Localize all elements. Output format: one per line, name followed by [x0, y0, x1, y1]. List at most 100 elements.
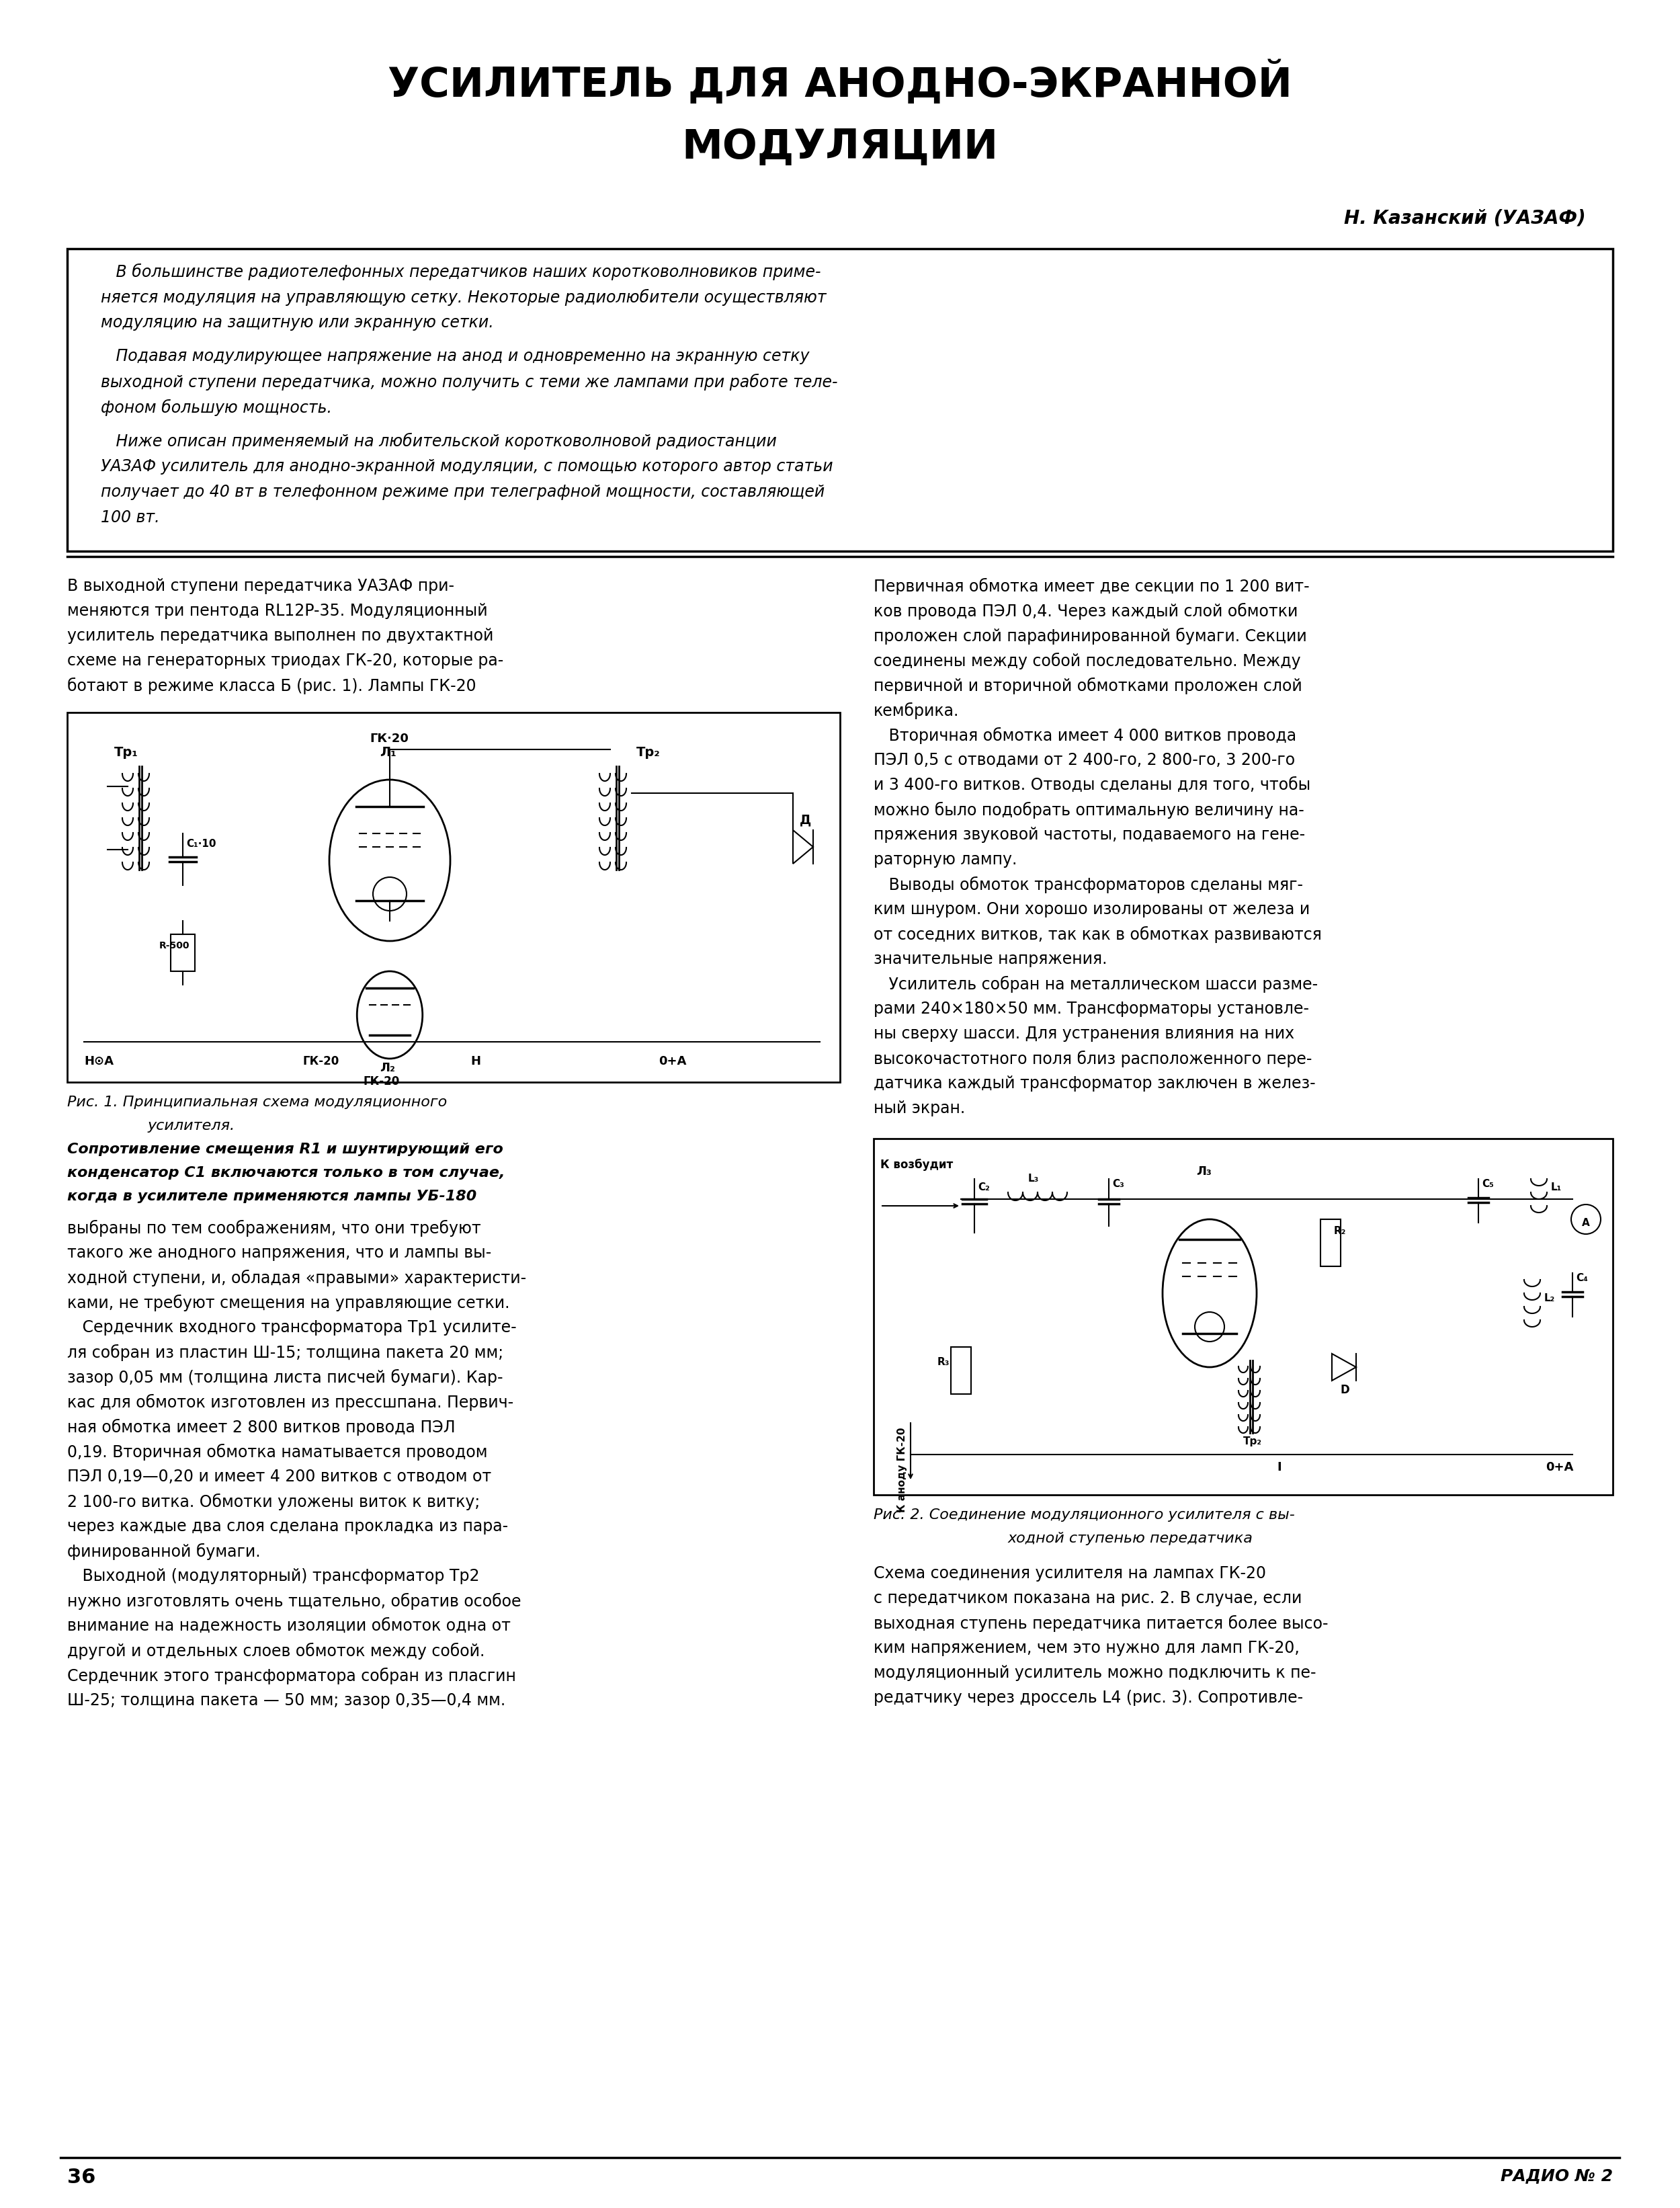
Text: можно было подобрать оптимальную величину на-: можно было подобрать оптимальную величин…	[874, 802, 1304, 819]
Text: Д: Д	[800, 813, 811, 826]
Text: зазор 0,05 мм (толщина листа писчей бумаги). Кар-: зазор 0,05 мм (толщина листа писчей бума…	[67, 1369, 502, 1387]
Text: другой и отдельных слоев обмоток между собой.: другой и отдельных слоев обмоток между с…	[67, 1643, 486, 1660]
Text: значительные напряжения.: значительные напряжения.	[874, 952, 1107, 967]
Text: проложен слой парафинированной бумаги. Секции: проложен слой парафинированной бумаги. С…	[874, 627, 1307, 645]
Text: когда в усилителе применяются лампы УБ-180: когда в усилителе применяются лампы УБ-1…	[67, 1190, 477, 1203]
Text: модуляционный усилитель можно подключить к пе-: модуляционный усилитель можно подключить…	[874, 1665, 1315, 1680]
Text: Выводы обмоток трансформаторов сделаны мяг-: Выводы обмоток трансформаторов сделаны м…	[874, 877, 1304, 894]
Text: ботают в режиме класса Б (рис. 1). Лампы ГК-20: ботают в режиме класса Б (рис. 1). Лампы…	[67, 678, 475, 696]
Bar	[1320, 1219, 1341, 1267]
Text: К возбудит: К возбудит	[880, 1159, 953, 1170]
Text: ная обмотка имеет 2 800 витков провода ПЭЛ: ная обмотка имеет 2 800 витков провода П…	[67, 1420, 455, 1435]
Text: С₁·10: С₁·10	[186, 839, 217, 848]
Text: ПЭЛ 0,19—0,20 и имеет 4 200 витков с отводом от: ПЭЛ 0,19—0,20 и имеет 4 200 витков с отв…	[67, 1468, 492, 1484]
Text: С₅: С₅	[1482, 1179, 1494, 1190]
Text: С₂: С₂	[978, 1181, 990, 1192]
Bar	[67, 250, 1613, 552]
Text: фоном большую мощность.: фоном большую мощность.	[101, 400, 333, 415]
Text: УАЗАФ усилитель для анодно-экранной модуляции, с помощью которого автор статьи: УАЗАФ усилитель для анодно-экранной моду…	[101, 459, 833, 475]
Text: соединены между собой последовательно. Между: соединены между собой последовательно. М…	[874, 654, 1300, 669]
Text: Ш-25; толщина пакета — 50 мм; зазор 0,35—0,4 мм.: Ш-25; толщина пакета — 50 мм; зазор 0,35…	[67, 1694, 506, 1709]
Text: К аноду ГК-20: К аноду ГК-20	[897, 1429, 907, 1512]
Bar	[67, 713, 840, 1082]
Text: ким напряжением, чем это нужно для ламп ГК-20,: ким напряжением, чем это нужно для ламп …	[874, 1641, 1300, 1656]
Text: 36: 36	[67, 2168, 96, 2188]
Text: С₃: С₃	[1112, 1179, 1124, 1190]
Text: ГК-20: ГК-20	[363, 1075, 400, 1089]
Text: ля собран из пластин Ш-15; толщина пакета 20 мм;: ля собран из пластин Ш-15; толщина пакет…	[67, 1345, 504, 1360]
Text: няется модуляция на управляющую сетку. Некоторые радиолюбители осуществляют: няется модуляция на управляющую сетку. Н…	[101, 289, 827, 307]
Text: ким шнуром. Они хорошо изолированы от железа и: ким шнуром. Они хорошо изолированы от же…	[874, 901, 1310, 919]
Text: ны сверху шасси. Для устранения влияния на них: ны сверху шасси. Для устранения влияния …	[874, 1027, 1294, 1042]
Text: такого же анодного напряжения, что и лампы вы-: такого же анодного напряжения, что и лам…	[67, 1245, 492, 1261]
Text: получает до 40 вт в телефонном режиме при телеграфной мощности, составляющей: получает до 40 вт в телефонном режиме пр…	[101, 484, 825, 499]
Text: Рис. 2. Соединение модуляционного усилителя с вы-: Рис. 2. Соединение модуляционного усилит…	[874, 1508, 1295, 1521]
Text: Л₃: Л₃	[1196, 1166, 1211, 1177]
Text: I: I	[1277, 1462, 1282, 1473]
Text: усилитель передатчика выполнен по двухтактной: усилитель передатчика выполнен по двухта…	[67, 627, 494, 645]
Text: конденсатор C1 включаются только в том случае,: конденсатор C1 включаются только в том с…	[67, 1166, 506, 1179]
Text: Сердечник входного трансформатора Тр1 усилите-: Сердечник входного трансформатора Тр1 ус…	[67, 1320, 516, 1336]
Text: Тр₂: Тр₂	[1243, 1437, 1262, 1446]
Text: РАДИО № 2: РАДИО № 2	[1500, 2168, 1613, 2184]
Text: ками, не требуют смещения на управляющие сетки.: ками, не требуют смещения на управляющие…	[67, 1294, 509, 1312]
Text: ПЭЛ 0,5 с отводами от 2 400-го, 2 800-го, 3 200-го: ПЭЛ 0,5 с отводами от 2 400-го, 2 800-го…	[874, 753, 1295, 768]
Text: Вторичная обмотка имеет 4 000 витков провода: Вторичная обмотка имеет 4 000 витков про…	[874, 726, 1297, 744]
Text: Подавая модулирующее напряжение на анод и одновременно на экранную сетку: Подавая модулирующее напряжение на анод …	[101, 349, 810, 364]
Text: выбраны по тем соображениям, что они требуют: выбраны по тем соображениям, что они тре…	[67, 1221, 480, 1236]
Text: В выходной ступени передатчика УАЗАФ при-: В выходной ступени передатчика УАЗАФ при…	[67, 578, 454, 594]
Text: Усилитель собран на металлическом шасси разме-: Усилитель собран на металлическом шасси …	[874, 976, 1317, 994]
Text: Тр₁: Тр₁	[114, 746, 138, 760]
Text: кас для обмоток изготовлен из прессшпана. Первич-: кас для обмоток изготовлен из прессшпана…	[67, 1393, 514, 1411]
Text: датчика каждый трансформатор заключен в желез-: датчика каждый трансформатор заключен в …	[874, 1075, 1315, 1091]
Text: Н: Н	[470, 1055, 480, 1066]
Text: меняются три пентода RL12P-35. Модуляционный: меняются три пентода RL12P-35. Модуляцио…	[67, 603, 487, 618]
Text: Н. Казанский (УАЗАФ): Н. Казанский (УАЗАФ)	[1344, 208, 1586, 227]
Text: С₄: С₄	[1576, 1274, 1588, 1283]
Text: редатчику через дроссель L4 (рис. 3). Сопротивле-: редатчику через дроссель L4 (рис. 3). Со…	[874, 1689, 1304, 1707]
Text: Первичная обмотка имеет две секции по 1 200 вит-: Первичная обмотка имеет две секции по 1 …	[874, 578, 1309, 594]
Text: высокочастотного поля близ расположенного пере-: высокочастотного поля близ расположенног…	[874, 1051, 1312, 1066]
Text: A: A	[1583, 1217, 1589, 1228]
Text: Л₁: Л₁	[380, 746, 396, 760]
Text: и 3 400-го витков. Отводы сделаны для того, чтобы: и 3 400-го витков. Отводы сделаны для то…	[874, 777, 1310, 793]
Text: УСИЛИТЕЛЬ ДЛЯ АНОДНО-ЭКРАННОЙ: УСИЛИТЕЛЬ ДЛЯ АНОДНО-ЭКРАННОЙ	[388, 60, 1292, 106]
Text: с передатчиком показана на рис. 2. В случае, если: с передатчиком показана на рис. 2. В слу…	[874, 1590, 1302, 1607]
Text: внимание на надежность изоляции обмоток одна от: внимание на надежность изоляции обмоток …	[67, 1618, 511, 1634]
Text: Л₂: Л₂	[380, 1062, 395, 1073]
Bar	[171, 934, 195, 972]
Text: R-500: R-500	[160, 941, 190, 949]
Text: ходной ступенью передатчика: ходной ступенью передатчика	[1008, 1532, 1253, 1546]
Text: ГК-20: ГК-20	[302, 1055, 339, 1066]
Text: 0+A: 0+A	[1546, 1462, 1574, 1473]
Text: R₃: R₃	[937, 1358, 949, 1367]
Text: от соседних витков, так как в обмотках развиваются: от соседних витков, так как в обмотках р…	[874, 925, 1322, 943]
Text: Н⊙А: Н⊙А	[84, 1055, 114, 1066]
Text: Рис. 1. Принципиальная схема модуляционного: Рис. 1. Принципиальная схема модуляционн…	[67, 1095, 447, 1108]
Text: Ниже описан применяемый на любительской коротковолновой радиостанции: Ниже описан применяемый на любительской …	[101, 433, 776, 450]
Bar	[951, 1347, 971, 1393]
Text: ный экран.: ный экран.	[874, 1100, 964, 1117]
Text: рами 240×180×50 мм. Трансформаторы установле-: рами 240×180×50 мм. Трансформаторы устан…	[874, 1000, 1309, 1018]
Text: ходной ступени, и, обладая «правыми» характеристи-: ходной ступени, и, обладая «правыми» хар…	[67, 1270, 526, 1287]
Bar	[874, 1139, 1613, 1495]
Text: Выходной (модуляторный) трансформатор Тр2: Выходной (модуляторный) трансформатор Тр…	[67, 1568, 479, 1585]
Text: 100 вт.: 100 вт.	[101, 510, 160, 526]
Text: Сердечник этого трансформатора собран из пласгин: Сердечник этого трансформатора собран из…	[67, 1667, 516, 1685]
Text: через каждые два слоя сделана прокладка из пара-: через каждые два слоя сделана прокладка …	[67, 1519, 507, 1535]
Text: ков провода ПЭЛ 0,4. Через каждый слой обмотки: ков провода ПЭЛ 0,4. Через каждый слой о…	[874, 603, 1299, 620]
Text: пряжения звуковой частоты, подаваемого на гене-: пряжения звуковой частоты, подаваемого н…	[874, 826, 1305, 843]
Text: 2 100-го витка. Обмотки уложены виток к витку;: 2 100-го витка. Обмотки уложены виток к …	[67, 1493, 480, 1510]
Text: В большинстве радиотелефонных передатчиков наших коротковолновиков приме-: В большинстве радиотелефонных передатчик…	[101, 263, 822, 280]
Text: 0,19. Вторичная обмотка наматывается проводом: 0,19. Вторичная обмотка наматывается про…	[67, 1444, 487, 1462]
Text: МОДУЛЯЦИИ: МОДУЛЯЦИИ	[682, 128, 998, 168]
Text: L₁: L₁	[1551, 1181, 1562, 1192]
Text: выходной ступени передатчика, можно получить с теми же лампами при работе теле-: выходной ступени передатчика, можно полу…	[101, 373, 838, 391]
Text: нужно изготовлять очень тщательно, обратив особое: нужно изготовлять очень тщательно, обрат…	[67, 1592, 521, 1610]
Text: ГК·20: ГК·20	[370, 733, 408, 744]
Text: первичной и вторичной обмотками проложен слой: первичной и вторичной обмотками проложен…	[874, 678, 1302, 696]
Text: финированной бумаги.: финированной бумаги.	[67, 1543, 260, 1561]
Text: Тр₂: Тр₂	[637, 746, 660, 760]
Text: модуляцию на защитную или экранную сетки.: модуляцию на защитную или экранную сетки…	[101, 314, 494, 331]
Text: L₃: L₃	[1028, 1175, 1040, 1183]
